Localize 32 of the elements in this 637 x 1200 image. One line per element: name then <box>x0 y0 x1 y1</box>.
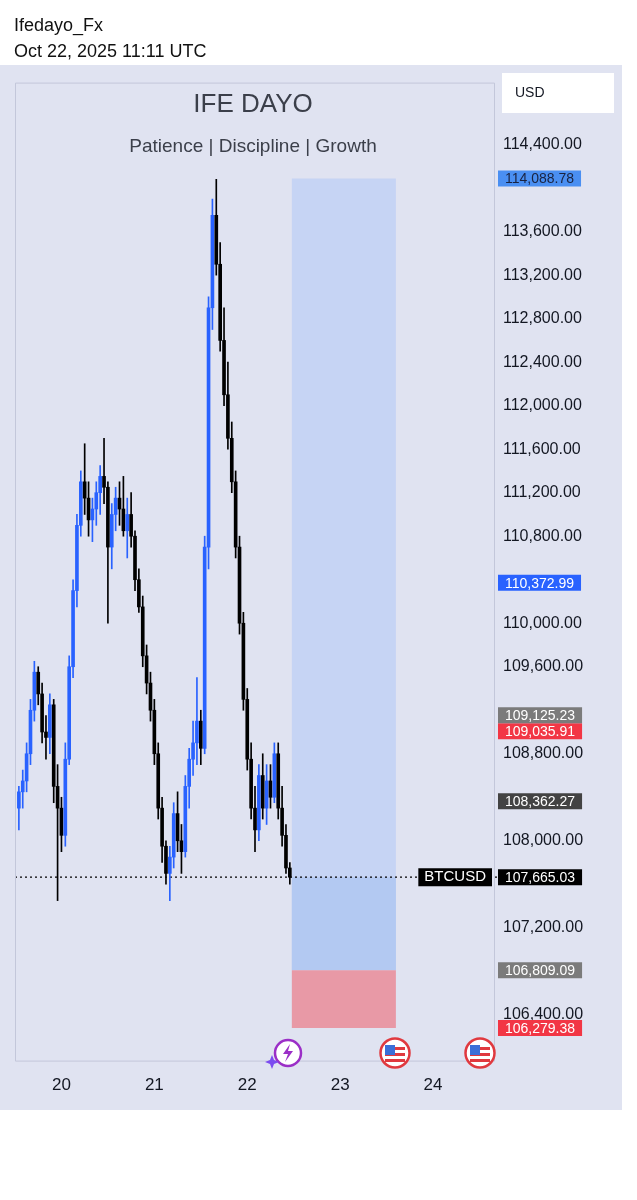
y-tick-label: 108,000.00 <box>503 831 584 849</box>
chart-title: IFE DAYO <box>193 88 313 119</box>
text: Oct 22, 2025 11:11 UTC <box>14 40 207 63</box>
text: Ifedayo_Fx <box>14 14 105 38</box>
y-tick-label: 107,200.00 <box>503 918 584 936</box>
y-tick-label: 109,600.00 <box>503 657 584 675</box>
text: Patience | Discipline | Growth <box>129 135 377 157</box>
y-tick-label: 111,200.00 <box>503 483 581 501</box>
y-tick-label: 108,362.27 <box>505 793 576 810</box>
y-tick-label: 112,800.00 <box>503 309 582 327</box>
y-tick-label: 109,035.91 <box>505 723 576 740</box>
x-tick-label: 24 <box>423 1075 443 1095</box>
y-tick-label: 108,800.00 <box>503 744 584 762</box>
y-tick-label: 113,600.00 <box>503 222 582 240</box>
y-tick-label: 112,400.00 <box>503 352 582 370</box>
y-tick-label: 110,000.00 <box>503 613 582 631</box>
y-tick-label: 106,809.09 <box>505 962 576 979</box>
x-tick-label: 22 <box>237 1075 257 1095</box>
y-tick-label: 110,800.00 <box>503 526 582 544</box>
y-tick-label: 110,372.99 <box>505 574 575 591</box>
y-tick-label: 107,665.03 <box>505 869 576 886</box>
y-tick-label: 111,600.00 <box>503 439 581 457</box>
y-tick-label: 109,125.23 <box>505 707 576 724</box>
y-tick-label: 114,400.00 <box>503 135 582 153</box>
x-tick-label: 20 <box>51 1075 71 1095</box>
ref-line-label: BTCUSD <box>424 867 487 885</box>
x-tick-label: 21 <box>144 1075 164 1095</box>
y-tick-label: 113,200.00 <box>503 265 582 283</box>
y-tick-label: 112,000.00 <box>503 396 582 414</box>
text: USD <box>515 83 545 100</box>
y-tick-label: 114,088.78 <box>505 170 575 187</box>
x-tick-label: 23 <box>330 1075 350 1095</box>
